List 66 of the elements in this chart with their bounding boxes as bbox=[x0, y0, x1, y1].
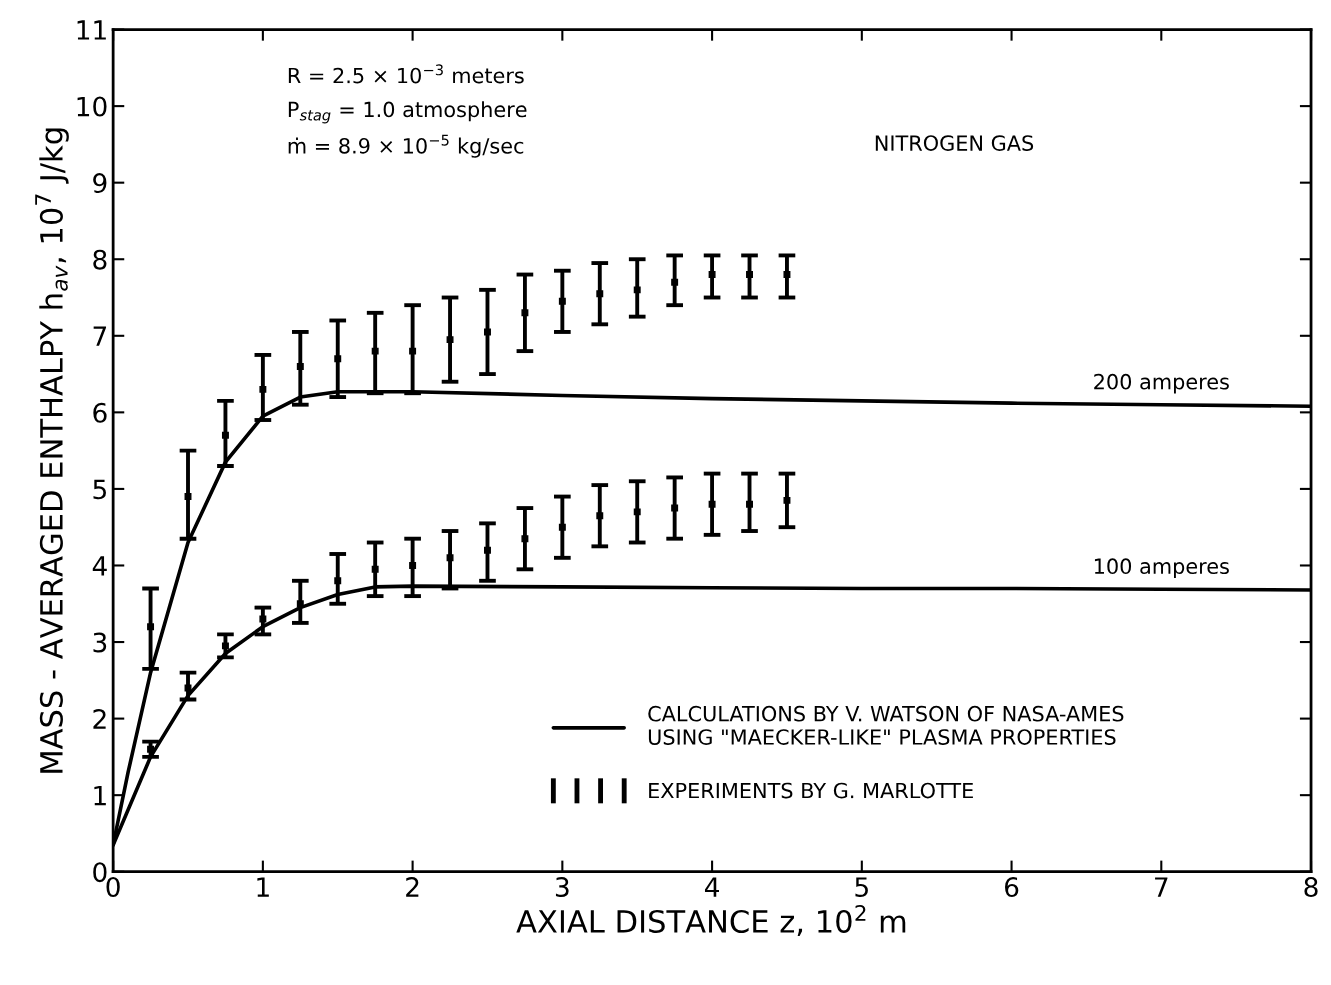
point bbox=[633, 508, 641, 516]
point bbox=[783, 496, 791, 504]
y-tick-label: 8 bbox=[93, 249, 107, 270]
y-tick-label: 11 bbox=[77, 20, 106, 40]
legend-label: EXPERIMENTS BY G. MARLOTTE bbox=[649, 782, 973, 799]
x-tick-label: 1 bbox=[257, 877, 269, 897]
point bbox=[184, 493, 192, 501]
point bbox=[409, 562, 417, 569]
y-tick-label: 5 bbox=[93, 479, 106, 500]
point bbox=[558, 523, 566, 531]
x-tick-label: 0 bbox=[106, 877, 120, 898]
annotation: R = 2.5 × 10$^{−3}$ meters bbox=[288, 64, 524, 84]
point bbox=[259, 615, 267, 623]
y-axis-title: MASS - AVERAGED ENTHALPY h$_{av}$, 10$^{7}$ J/kg bbox=[35, 128, 69, 773]
point bbox=[521, 535, 529, 543]
y-tick-label: 1 bbox=[94, 785, 106, 806]
point bbox=[521, 309, 529, 317]
point bbox=[446, 554, 454, 562]
point bbox=[446, 336, 454, 344]
point bbox=[671, 278, 679, 286]
point bbox=[296, 362, 304, 370]
point bbox=[783, 271, 791, 279]
legend-label: CALCULATIONS BY V. WATSON OF NASA-AMES USING "MAECKER-LIKE" PLASMA PROPERTIES bbox=[648, 705, 1124, 745]
x-tick-label: 6 bbox=[1005, 877, 1019, 898]
annotation: ṁ = 8.9 × 10$^{−5}$ kg/sec bbox=[288, 134, 524, 158]
annotation: 200 amperes bbox=[1094, 373, 1229, 394]
annotation: NITROGEN GAS bbox=[875, 135, 1034, 151]
point bbox=[671, 504, 679, 512]
x-tick-label: 2 bbox=[406, 877, 419, 897]
x-tick-label: 5 bbox=[855, 877, 868, 898]
point bbox=[708, 500, 716, 508]
point bbox=[147, 745, 155, 753]
y-tick-label: 6 bbox=[93, 402, 107, 423]
point bbox=[708, 271, 716, 279]
x-tick-label: 3 bbox=[555, 877, 569, 898]
point bbox=[296, 600, 304, 608]
point bbox=[746, 271, 753, 279]
x-axis-title: AXIAL DISTANCE z, 10$^{2}$ m bbox=[516, 904, 906, 937]
y-tick-label: 9 bbox=[93, 173, 107, 194]
point bbox=[633, 286, 641, 294]
point bbox=[371, 347, 379, 355]
point bbox=[596, 512, 604, 520]
point bbox=[746, 500, 753, 508]
y-tick-label: 2 bbox=[93, 709, 106, 729]
point bbox=[371, 565, 379, 573]
point bbox=[221, 642, 229, 650]
point bbox=[221, 431, 229, 439]
point bbox=[259, 385, 267, 393]
point bbox=[334, 577, 342, 585]
point bbox=[409, 347, 417, 355]
x-tick-label: 8 bbox=[1304, 877, 1318, 898]
point bbox=[484, 328, 491, 336]
point bbox=[334, 355, 342, 363]
point bbox=[596, 290, 604, 298]
y-tick-label: 4 bbox=[92, 556, 107, 576]
x-tick-label: 7 bbox=[1155, 877, 1168, 897]
y-tick-label: 3 bbox=[93, 632, 107, 653]
y-tick-label: 10 bbox=[77, 96, 107, 117]
point bbox=[484, 546, 491, 554]
y-tick-label: 0 bbox=[93, 862, 107, 883]
x-tick-label: 4 bbox=[704, 877, 719, 897]
point bbox=[147, 623, 155, 631]
annotation: 100 amperes bbox=[1094, 558, 1229, 579]
y-tick-label: 7 bbox=[93, 326, 107, 346]
point bbox=[558, 297, 566, 305]
annotation: P$_{stag}$ = 1.0 atmosphere bbox=[288, 101, 527, 124]
